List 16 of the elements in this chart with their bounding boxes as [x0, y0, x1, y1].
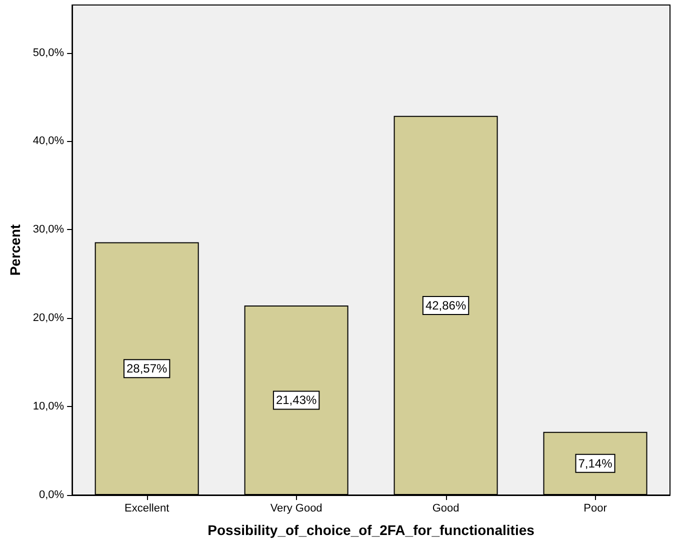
y-tick-label: 50,0% [32, 46, 64, 59]
data-label: 21,43% [276, 393, 317, 408]
x-tick-label: Excellent [124, 502, 170, 514]
data-label: 42,86% [425, 298, 466, 312]
x-tick-label: Very Good [270, 502, 322, 514]
y-axis-title: Percent [7, 224, 23, 276]
data-label: 28,57% [126, 362, 168, 376]
x-tick-label: Poor [584, 502, 608, 514]
y-tick-label: 0,0% [39, 489, 64, 501]
y-tick-label: 30,0% [32, 224, 64, 236]
data-label: 7,14% [578, 456, 613, 470]
y-tick-label: 10,0% [32, 400, 64, 413]
y-tick-label: 40,0% [32, 135, 64, 148]
y-tick-label: 20,0% [32, 312, 64, 324]
x-tick-label: Good [432, 502, 460, 514]
x-axis-title: Possibility_of_choice_of_2FA_for_functionalities [208, 522, 535, 538]
